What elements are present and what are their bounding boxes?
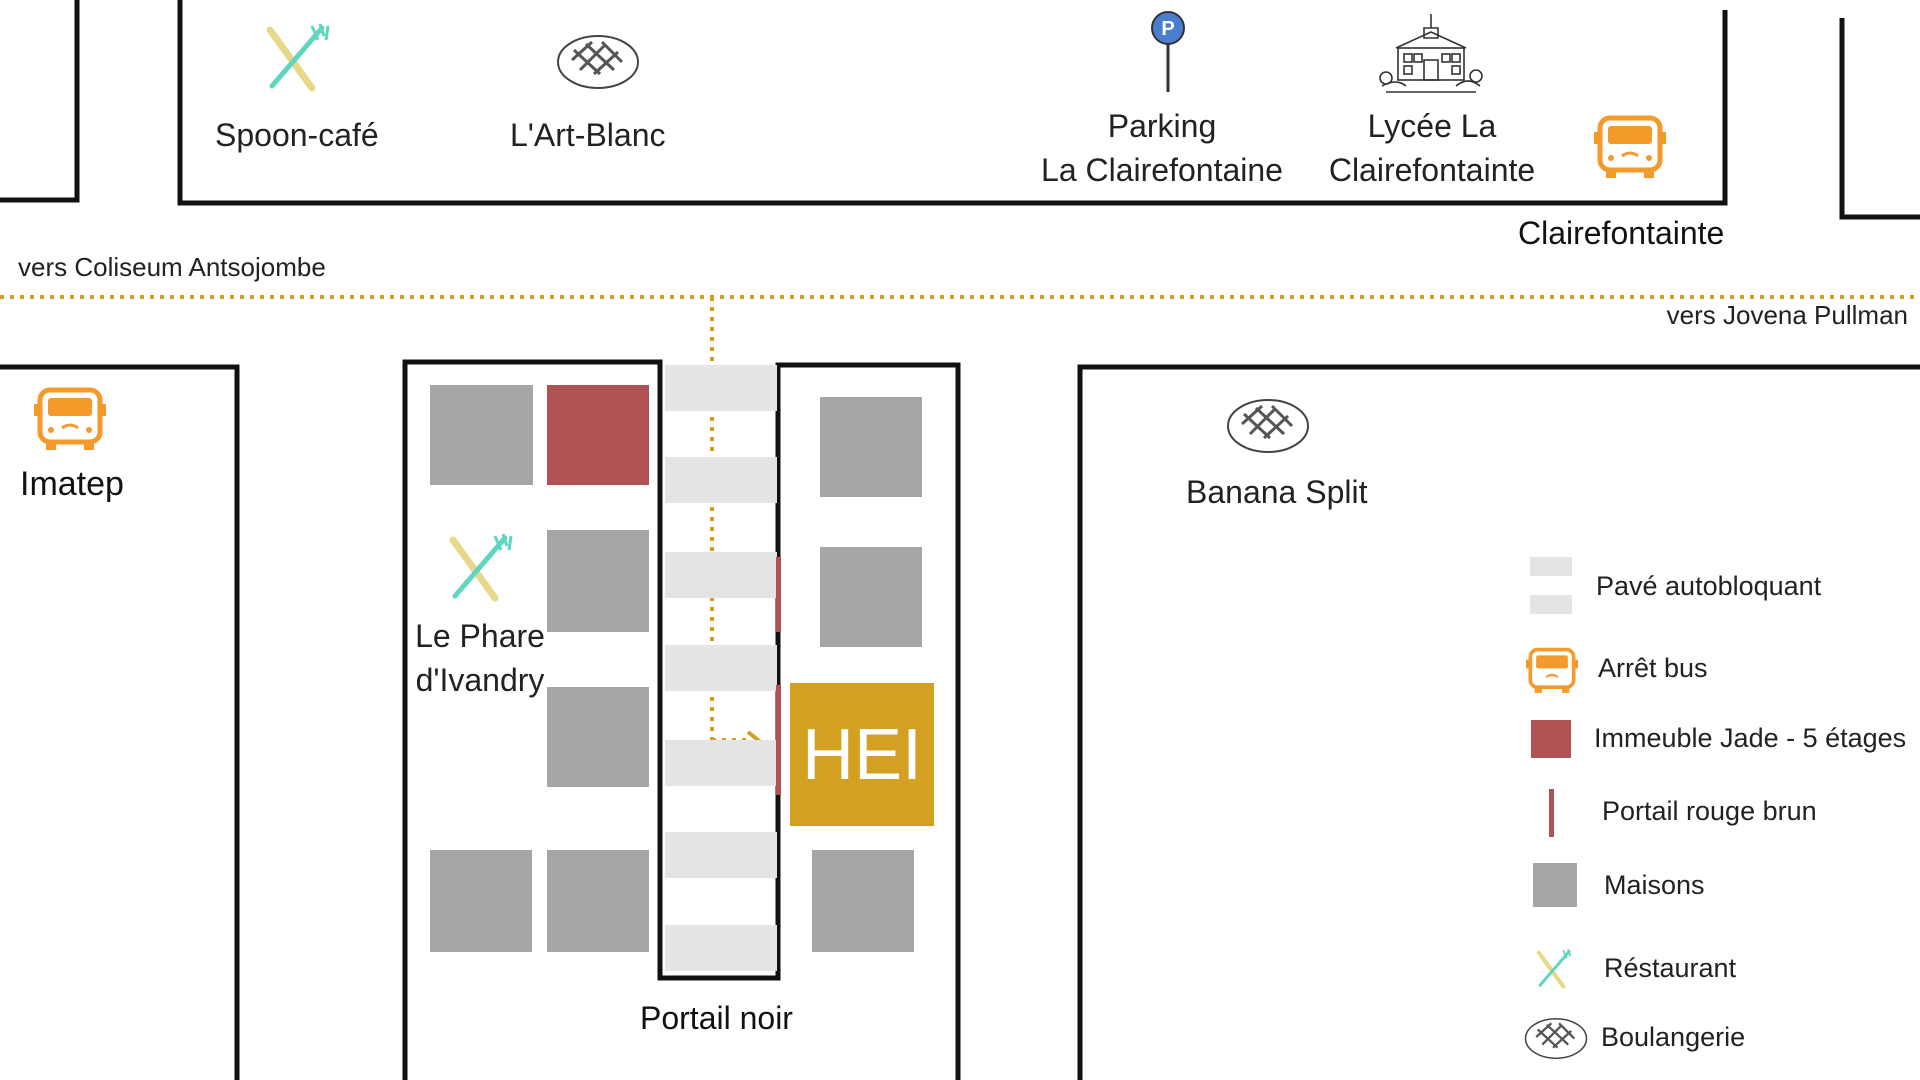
direction-label-west: vers Coliseum Antsojombe bbox=[18, 252, 326, 282]
place-label-lycee: Lycée La Clairefontainte bbox=[1310, 104, 1554, 192]
house bbox=[820, 547, 922, 647]
bus-stop-label-imatep: Imatep bbox=[20, 465, 124, 503]
place-label-le-phare: Le Phare d'Ivandry bbox=[400, 614, 560, 702]
place-label-parking: Parking La Clairefontaine bbox=[1030, 104, 1294, 192]
place-label-banana-split: Banana Split bbox=[1186, 474, 1368, 510]
parking-line-2: La Clairefontaine bbox=[1041, 152, 1283, 188]
house bbox=[820, 397, 922, 497]
immeuble-jade bbox=[547, 385, 649, 485]
gate-label-portail-noir: Portail noir bbox=[640, 1000, 793, 1036]
pave-block bbox=[665, 457, 777, 503]
phare-line-1: Le Phare bbox=[415, 618, 545, 654]
lycee-line-2: Clairefontainte bbox=[1328, 152, 1536, 188]
phare-line-2: d'Ivandry bbox=[415, 662, 545, 698]
legend-label-restaurant: Réstaurant bbox=[1604, 953, 1737, 983]
parking-sign-icon: P bbox=[1151, 11, 1185, 92]
legend-label-boulangerie: Boulangerie bbox=[1601, 1022, 1746, 1052]
house bbox=[430, 850, 532, 952]
pave-block bbox=[665, 365, 777, 411]
portail-rouge-brun bbox=[776, 557, 781, 632]
lycee-line-1: Lycée La bbox=[1367, 108, 1497, 144]
legend-label-bus: Arrêt bus bbox=[1598, 653, 1708, 683]
svg-text:P: P bbox=[1161, 18, 1174, 40]
legend-jade-swatch bbox=[1531, 720, 1571, 758]
pave-block bbox=[665, 645, 777, 691]
bus-icon bbox=[1594, 115, 1666, 178]
fork-knife-icon bbox=[449, 533, 513, 602]
bus-stop-label-clairefontainte: Clairefontainte bbox=[1518, 215, 1725, 251]
legend-portail-swatch bbox=[1549, 789, 1554, 837]
house bbox=[547, 687, 649, 787]
legend-pave-swatch bbox=[1530, 557, 1572, 576]
house bbox=[812, 850, 914, 952]
bread-icon bbox=[1227, 399, 1309, 453]
legend-maisons-swatch bbox=[1533, 863, 1577, 907]
pave-block bbox=[665, 552, 777, 598]
legend-label-portail: Portail rouge brun bbox=[1602, 796, 1817, 826]
school-building-icon bbox=[1379, 14, 1483, 93]
portail-rouge-brun bbox=[776, 685, 781, 795]
bus-icon bbox=[34, 387, 106, 450]
legend-label-maisons: Maisons bbox=[1604, 870, 1705, 900]
pave-block bbox=[665, 740, 777, 786]
house bbox=[547, 530, 649, 632]
bread-icon bbox=[1524, 1017, 1588, 1060]
pave-block bbox=[665, 925, 777, 971]
place-label-art-blanc: L'Art-Blanc bbox=[510, 117, 666, 153]
direction-label-east: vers Jovena Pullman bbox=[1666, 300, 1908, 330]
hei-label: HEI bbox=[801, 714, 923, 795]
place-label-spoon-cafe: Spoon-café bbox=[215, 117, 379, 153]
legend-pave-swatch bbox=[1530, 595, 1572, 614]
hei-building[interactable]: HEI bbox=[790, 683, 934, 826]
legend-label-jade: Immeuble Jade - 5 étages bbox=[1594, 723, 1907, 753]
fork-knife-icon bbox=[1536, 948, 1572, 989]
parking-line-1: Parking bbox=[1107, 108, 1217, 144]
legend-label-pave: Pavé autobloquant bbox=[1596, 571, 1822, 601]
bus-icon bbox=[1526, 647, 1578, 693]
bread-icon bbox=[557, 35, 639, 89]
house bbox=[547, 850, 649, 952]
house bbox=[430, 385, 533, 485]
pave-block bbox=[665, 832, 777, 878]
fork-knife-icon bbox=[266, 23, 330, 92]
